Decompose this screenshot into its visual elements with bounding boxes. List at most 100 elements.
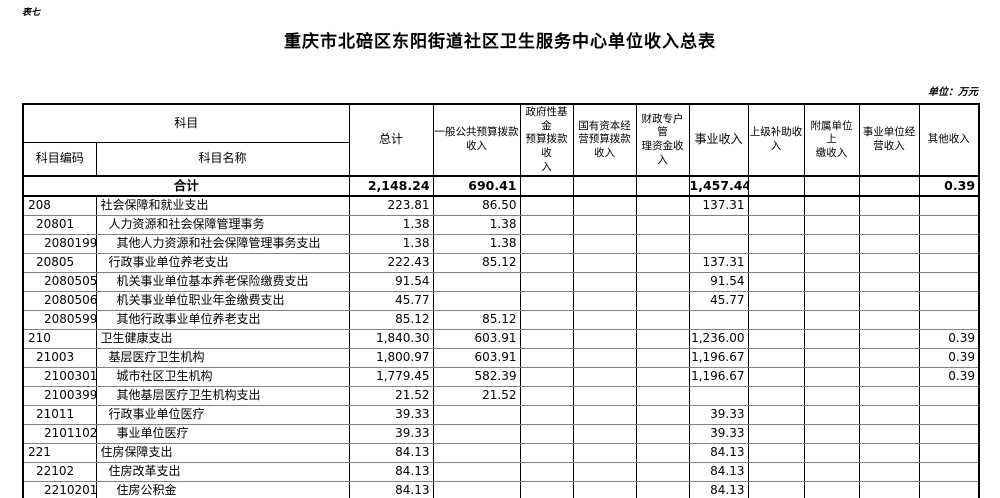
subject-name-cell: 其他行政事业单位养老支出 — [95, 309, 350, 330]
value-cell: 91.54 — [348, 271, 434, 292]
value-cell: 39.33 — [348, 423, 434, 444]
table-row: 22102 住房改革支出 84.13 84.13 — [22, 461, 980, 482]
value-cell — [858, 195, 920, 216]
value-cell — [519, 271, 574, 292]
value-cell — [572, 385, 637, 406]
value-cell — [635, 366, 690, 387]
value-cell — [918, 385, 980, 406]
value-cell — [572, 271, 637, 292]
value-cell — [918, 442, 980, 463]
value-cell — [858, 233, 920, 254]
value-cell — [432, 271, 521, 292]
value-cell — [858, 404, 920, 425]
value-cell: 85.12 — [348, 309, 434, 330]
table-row: 2080599 其他行政事业单位养老支出 85.12 85.12 — [22, 309, 980, 330]
value-cell — [747, 290, 805, 311]
value-cell — [635, 195, 690, 216]
value-cell — [635, 252, 690, 273]
table-body: 合计 2,148.24 690.41 1,457.44 0.39 208 社会保障和就业支出… — [22, 175, 980, 498]
value-cell: 1.38 — [432, 214, 521, 235]
subject-code-cell: 221 — [22, 442, 97, 463]
value-cell — [519, 442, 574, 463]
total-label: 合计 — [22, 175, 350, 198]
header-col-fiscal-special-account: 财政专户管 理资金收入 — [635, 103, 690, 177]
value-cell — [635, 328, 690, 349]
value-cell: 1,779.45 — [348, 366, 434, 387]
subject-name-cell: 事业单位医疗 — [95, 423, 350, 444]
total-value-cell — [519, 175, 574, 198]
value-cell — [572, 366, 637, 387]
total-value-cell — [747, 175, 805, 198]
value-cell — [747, 404, 805, 425]
value-cell — [635, 404, 690, 425]
subject-name-cell: 住房公积金 — [95, 480, 350, 498]
subject-code-cell: 20801 — [22, 214, 97, 235]
value-cell — [918, 309, 980, 330]
value-cell — [803, 195, 860, 216]
value-cell: 84.13 — [688, 480, 749, 498]
value-cell: 84.13 — [688, 461, 749, 482]
value-cell — [572, 252, 637, 273]
value-cell — [858, 214, 920, 235]
value-cell — [747, 442, 805, 463]
value-cell: 137.31 — [688, 252, 749, 273]
value-cell — [803, 271, 860, 292]
value-cell — [519, 404, 574, 425]
value-cell — [803, 404, 860, 425]
value-cell: 84.13 — [348, 442, 434, 463]
value-cell — [918, 480, 980, 498]
table-row: 21003 基层医疗卫生机构 1,800.97 603.91 1,196.67 0.39 — [22, 347, 980, 368]
value-cell — [747, 328, 805, 349]
page-title: 重庆市北碚区东阳街道社区卫生服务中心单位收入总表 — [284, 32, 716, 52]
total-value-cell — [858, 175, 920, 198]
value-cell — [918, 271, 980, 292]
value-cell: 21.52 — [348, 385, 434, 406]
value-cell: 85.12 — [432, 309, 521, 330]
subject-name-cell: 机关事业单位基本养老保险缴费支出 — [95, 271, 350, 292]
value-cell — [918, 290, 980, 311]
subject-code-cell: 2210201 — [22, 480, 97, 498]
value-cell — [572, 233, 637, 254]
table-number-label: 表七 — [22, 8, 41, 18]
value-cell — [747, 214, 805, 235]
table-row: 20805 行政事业单位养老支出 222.43 85.12 137.31 — [22, 252, 980, 273]
table-row: 2210201 住房公积金 84.13 84.13 — [22, 480, 980, 498]
value-cell — [519, 461, 574, 482]
value-cell — [519, 328, 574, 349]
value-cell — [519, 233, 574, 254]
value-cell: 0.39 — [918, 328, 980, 349]
subject-code-cell: 22102 — [22, 461, 97, 482]
value-cell — [858, 271, 920, 292]
value-cell — [572, 195, 637, 216]
value-cell — [747, 385, 805, 406]
value-cell — [519, 385, 574, 406]
value-cell: 86.50 — [432, 195, 521, 216]
header-subject-code: 科目编码 — [22, 142, 97, 177]
header-subject-name: 科目名称 — [95, 142, 350, 177]
subject-name-cell: 住房保障支出 — [95, 442, 350, 463]
table-row: 2100301 城市社区卫生机构 1,779.45 582.39 1,196.67 0.3… — [22, 366, 980, 387]
value-cell: 0.39 — [918, 366, 980, 387]
value-cell — [635, 461, 690, 482]
subject-code-cell: 2080199 — [22, 233, 97, 254]
value-cell — [858, 480, 920, 498]
header-col-business-operation-income: 事业单位经 营收入 — [858, 103, 920, 177]
total-value-cell: 0.39 — [918, 175, 980, 198]
value-cell — [803, 480, 860, 498]
value-cell — [858, 461, 920, 482]
total-value-cell — [572, 175, 637, 198]
subject-code-cell: 2080506 — [22, 290, 97, 311]
value-cell — [747, 195, 805, 216]
value-cell: 603.91 — [432, 328, 521, 349]
header-col-other-income: 其他收入 — [918, 103, 980, 177]
value-cell — [858, 290, 920, 311]
value-cell — [572, 290, 637, 311]
value-cell — [519, 366, 574, 387]
subject-name-cell: 机关事业单位职业年金缴费支出 — [95, 290, 350, 311]
subject-code-cell: 20805 — [22, 252, 97, 273]
total-value-cell: 1,457.44 — [688, 175, 749, 198]
table-row: 20801 人力资源和社会保障管理事务 1.38 1.38 — [22, 214, 980, 235]
value-cell — [747, 252, 805, 273]
value-cell: 1,840.30 — [348, 328, 434, 349]
total-value-cell — [635, 175, 690, 198]
